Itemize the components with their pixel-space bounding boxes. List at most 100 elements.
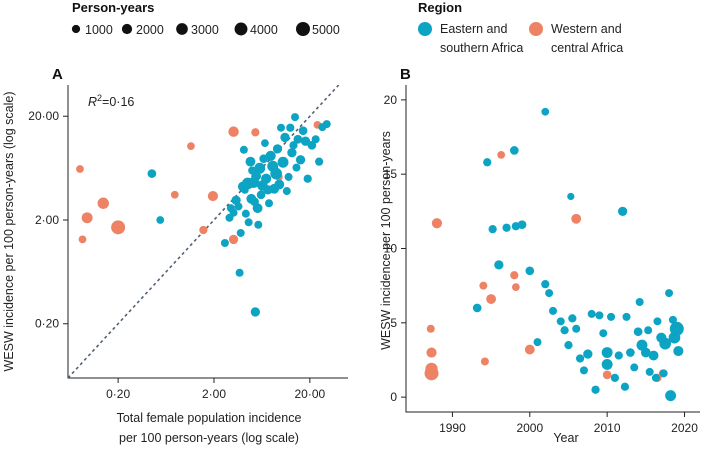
data-point: [207, 190, 219, 202]
data-point: [250, 307, 260, 317]
size-legend-label: 5000: [312, 23, 340, 37]
data-point: [548, 306, 558, 315]
data-point: [633, 327, 643, 337]
data-point: [239, 145, 248, 154]
data-point: [277, 156, 289, 168]
size-legend-dot-5000: [296, 22, 310, 36]
x-tick-label: 2·00: [202, 387, 226, 401]
data-point: [298, 126, 308, 136]
y-tick-label: 0: [390, 390, 397, 404]
data-point: [626, 348, 635, 357]
data-point: [622, 312, 631, 321]
data-point: [241, 209, 250, 218]
data-point: [556, 317, 565, 326]
data-point: [567, 192, 575, 201]
size-legend-title: Person-years: [72, 0, 154, 15]
x-tick-label: 20·00: [295, 387, 326, 401]
data-point: [510, 271, 519, 280]
data-point: [81, 212, 93, 224]
data-point: [617, 206, 628, 216]
data-point: [287, 148, 297, 158]
data-point: [265, 150, 276, 161]
y-tick-label: 2·00: [35, 213, 59, 227]
data-point: [251, 128, 260, 137]
data-point: [630, 363, 639, 372]
data-point: [560, 326, 569, 335]
data-point: [235, 268, 244, 277]
data-point: [254, 220, 263, 229]
data-point: [303, 174, 312, 183]
data-point: [78, 235, 87, 244]
y-tick-label: 5: [390, 316, 397, 330]
data-point: [424, 366, 439, 381]
panel-a-y-axis-title: WESW incidence per 100 person-years (log…: [2, 92, 16, 372]
y-tick-label: 15: [384, 167, 398, 181]
data-point: [533, 338, 542, 347]
data-point: [541, 107, 550, 116]
data-point: [602, 370, 612, 380]
data-point: [525, 266, 535, 276]
region-legend-label: central Africa: [551, 41, 623, 55]
data-point: [265, 199, 274, 208]
data-point: [591, 385, 600, 394]
size-legend-dot-3000: [176, 23, 188, 35]
data-point: [111, 220, 126, 235]
data-point: [668, 315, 677, 324]
region-legend: Eastern and southern Africa Western and cen…: [418, 22, 623, 55]
data-point: [644, 326, 653, 335]
data-point: [575, 354, 585, 363]
y-tick-label: 0·20: [35, 317, 59, 331]
size-legend-dot-4000: [234, 22, 248, 36]
data-point: [579, 366, 588, 375]
panel-b-label: B: [400, 66, 411, 83]
panel-a-chart: 0·20 2·00 20·00 0·20 2·00 20·00 R2=0·16 WESW in…: [2, 85, 348, 445]
data-point: [276, 123, 286, 132]
data-point: [568, 314, 577, 323]
data-point: [610, 373, 620, 382]
panel-a-x-axis-title-line2: per 100 person-years (log scale): [119, 431, 299, 445]
panel-b-y-axis-title: WESW incidence per 100 person-years: [379, 131, 393, 350]
data-point: [252, 203, 263, 214]
data-point: [511, 283, 520, 292]
data-point: [300, 136, 311, 146]
data-point: [229, 208, 238, 217]
data-point: [517, 220, 527, 230]
data-point: [274, 179, 285, 190]
data-point: [170, 190, 179, 199]
data-point: [156, 216, 165, 224]
data-point: [545, 289, 554, 298]
y-tick-label: 10: [384, 242, 398, 256]
data-point: [220, 239, 229, 248]
region-legend-label: Western and: [551, 22, 622, 36]
data-point: [572, 324, 581, 333]
data-point: [315, 157, 324, 166]
data-point: [651, 373, 660, 382]
data-point: [595, 311, 604, 320]
region-legend-label: Eastern and: [440, 22, 507, 36]
data-point: [199, 225, 208, 235]
data-point: [272, 144, 283, 154]
data-point: [244, 218, 253, 227]
x-tick-label: 2020: [671, 421, 698, 435]
data-point: [293, 134, 303, 144]
data-point: [479, 281, 488, 290]
data-point: [665, 390, 677, 402]
x-tick-label: 2010: [594, 421, 621, 435]
size-legend-label: 2000: [136, 23, 164, 37]
data-point: [665, 289, 674, 298]
region-legend-label: southern Africa: [440, 41, 523, 55]
data-point: [669, 321, 684, 336]
data-point: [254, 162, 266, 174]
data-point: [290, 113, 300, 122]
data-point: [76, 165, 84, 173]
panelB-axes: [405, 85, 700, 413]
data-point: [571, 213, 582, 224]
data-point: [472, 303, 482, 313]
data-point: [426, 347, 437, 358]
data-point: [494, 260, 504, 270]
x-tick-label: 1990: [439, 421, 466, 435]
data-point: [502, 223, 511, 232]
data-point: [261, 173, 272, 184]
data-point: [653, 317, 662, 326]
data-point: [583, 349, 593, 359]
